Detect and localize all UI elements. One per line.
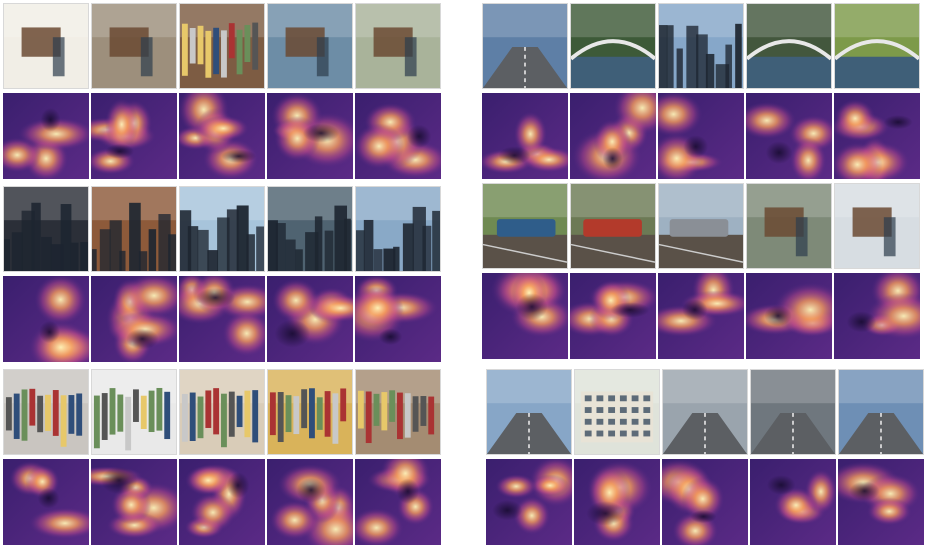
panel-trains (482, 183, 922, 359)
photo-wine-store (179, 3, 265, 89)
heatmap-night-skyline (3, 276, 89, 362)
photo-tank-train (570, 183, 656, 269)
photo-harbor-city (658, 3, 744, 89)
photo-freight-locomotive (482, 183, 568, 269)
photo-boutique (355, 369, 441, 455)
panel-bridges-roads (482, 3, 922, 179)
photo-sunset-skyline (91, 186, 177, 272)
heatmap-tank-train (570, 273, 656, 359)
heatmap-painting-gallery (91, 93, 177, 179)
photo-walk-in-closet (3, 369, 89, 455)
photo-passenger-train (658, 183, 744, 269)
photo-glass-towers (179, 186, 265, 272)
heatmap-modern-towers (355, 276, 441, 362)
photo-dressing-room (179, 369, 265, 455)
photo-freeway-traffic (750, 369, 836, 455)
heatmap-harbor-city (658, 93, 744, 179)
photo-apartment-block (574, 369, 660, 455)
photo-museum (3, 3, 89, 89)
panel-skylines (3, 186, 443, 362)
heatmap-apartment-block (574, 459, 660, 545)
heatmap-sunset-skyline (91, 276, 177, 362)
heatmap-clothing-store (267, 459, 353, 545)
heatmap-passenger-train (658, 273, 744, 359)
photo-shed (267, 3, 353, 89)
heatmap-mountain-road (838, 459, 924, 545)
heatmap-boutique (355, 459, 441, 545)
panel-wardrobes (3, 369, 443, 545)
photo-red-regional (834, 183, 920, 269)
photo-clothing-store (267, 369, 353, 455)
photo-night-skyline (3, 186, 89, 272)
photo-park-pond (834, 3, 920, 89)
photo-clothing-rack (91, 369, 177, 455)
heatmap-empty-highway (486, 459, 572, 545)
photo-modern-towers (355, 186, 441, 272)
photo-painting-gallery (91, 3, 177, 89)
heatmap-glass-towers (179, 276, 265, 362)
heatmap-white-bridge (570, 93, 656, 179)
photo-aerial-city (267, 186, 353, 272)
heatmap-shed (267, 93, 353, 179)
photo-empty-highway (486, 369, 572, 455)
heatmap-aerial-city (267, 276, 353, 362)
heatmap-parking-lot (662, 459, 748, 545)
heatmap-silver-commuter (746, 273, 832, 359)
photo-stone-bridge (746, 3, 832, 89)
panel-streets (486, 369, 926, 545)
heatmap-park-pond (834, 93, 920, 179)
heatmap-clothing-rack (91, 459, 177, 545)
photo-garden (355, 3, 441, 89)
heatmap-wine-store (179, 93, 265, 179)
heatmap-garden (355, 93, 441, 179)
heatmap-freeway-traffic (750, 459, 836, 545)
photo-white-bridge (570, 3, 656, 89)
heatmap-dressing-room (179, 459, 265, 545)
photo-highway-dusk (482, 3, 568, 89)
heatmap-museum (3, 93, 89, 179)
heatmap-walk-in-closet (3, 459, 89, 545)
panel-indoor-gallery (3, 3, 443, 179)
photo-silver-commuter (746, 183, 832, 269)
photo-mountain-road (838, 369, 924, 455)
heatmap-highway-dusk (482, 93, 568, 179)
heatmap-freight-locomotive (482, 273, 568, 359)
heatmap-stone-bridge (746, 93, 832, 179)
heatmap-red-regional (834, 273, 920, 359)
photo-parking-lot (662, 369, 748, 455)
